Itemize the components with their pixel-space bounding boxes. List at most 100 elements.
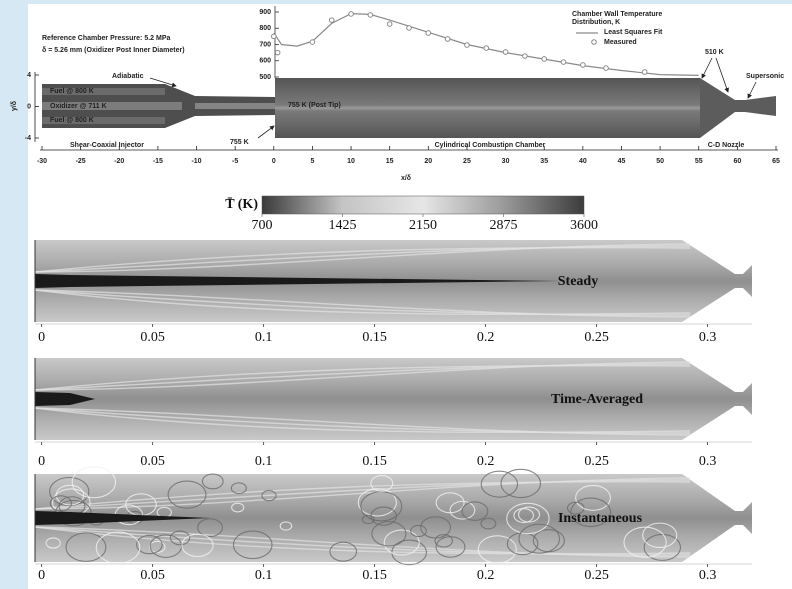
- x-tick-label: 0.2: [477, 454, 495, 469]
- x-tick-label: 0.3: [699, 330, 717, 345]
- x-tick-label: 0.1: [255, 568, 273, 583]
- shear-layer: [34, 289, 691, 316]
- vortex: [477, 535, 517, 564]
- x-tick-label: 0.15: [362, 454, 387, 469]
- vortex: [435, 492, 465, 514]
- x-tick-label: 20: [424, 158, 432, 165]
- measured-point: [522, 53, 528, 59]
- shear-layer: [34, 364, 691, 391]
- vortex: [575, 484, 611, 511]
- vortex: [642, 522, 678, 549]
- annotation: 755 K: [230, 139, 249, 146]
- x-tick-label: 0: [38, 330, 45, 345]
- measured-point: [502, 49, 509, 55]
- shear-layer: [34, 245, 691, 273]
- vortex: [230, 482, 247, 495]
- x-axis-label: x/δ: [401, 175, 411, 182]
- x-tick-label: 50: [656, 158, 664, 165]
- measured-point: [367, 12, 374, 18]
- x-tick-label: -30: [37, 158, 47, 165]
- shear-layer: [34, 407, 691, 436]
- panel-title: Steady: [558, 274, 598, 289]
- vortex: [434, 533, 454, 548]
- shear-layer: [34, 407, 691, 434]
- x-tick-label: 65: [772, 158, 780, 165]
- x-tick-label: 0.15: [362, 330, 387, 345]
- x-tick-label: 0.05: [140, 454, 165, 469]
- vortex: [95, 531, 141, 564]
- vortex: [370, 475, 394, 492]
- panel-title: Time-Averaged: [551, 392, 643, 407]
- measured-point: [328, 17, 335, 23]
- x-tick-label: 25: [463, 158, 471, 165]
- vortex: [518, 523, 561, 554]
- x-tick-label: 0.3: [699, 568, 717, 583]
- x-tick-label: -15: [153, 158, 163, 165]
- measured-point: [603, 65, 609, 71]
- measured-point: [406, 25, 412, 31]
- y-tick-label: 500: [259, 74, 271, 81]
- vortex: [169, 530, 191, 546]
- colorbar-tick-label: 1425: [329, 218, 357, 233]
- y-tick-label: 800: [259, 25, 271, 32]
- contour-panel: [34, 240, 752, 322]
- x-tick-label: 40: [579, 158, 587, 165]
- measured-point: [386, 21, 393, 27]
- header-text: Reference Chamber Pressure: 5.2 MPa: [42, 35, 170, 42]
- x-tick-label: 0.15: [362, 568, 387, 583]
- x-tick-label: 45: [618, 158, 626, 165]
- measured-point: [641, 69, 648, 75]
- vortex: [261, 490, 277, 502]
- measured-point: [274, 49, 281, 56]
- x-tick-label: -10: [191, 158, 201, 165]
- vortex: [167, 480, 207, 509]
- vortex: [49, 476, 90, 507]
- vortex: [500, 468, 542, 499]
- shear-layer: [34, 479, 691, 510]
- x-tick-label: 0.2: [477, 568, 495, 583]
- x-tick-label: -25: [76, 158, 86, 165]
- vortex: [361, 514, 375, 525]
- measured-point: [425, 30, 432, 36]
- oxidizer-jet: [35, 392, 95, 406]
- x-tick-label: 0.25: [584, 330, 609, 345]
- annotation: Shear-Coaxial Injector: [70, 142, 144, 149]
- legend-label: Least Squares Fit: [604, 29, 663, 36]
- legend-label: Measured: [604, 39, 637, 46]
- y-tick-label: 600: [259, 58, 271, 65]
- x-tick-label: 30: [502, 158, 510, 165]
- colorbar-tick-label: 3600: [570, 218, 598, 233]
- shear-layer: [34, 289, 691, 316]
- shear-layer: [34, 477, 691, 510]
- x-tick-label: 0.25: [584, 454, 609, 469]
- vortex: [181, 533, 214, 558]
- legend-title: Distribution, K: [572, 19, 620, 26]
- shear-layer: [34, 361, 691, 391]
- y-tick-label: 700: [259, 41, 271, 48]
- x-tick-label: 5: [310, 158, 314, 165]
- shear-layer: [34, 407, 691, 434]
- vortex: [410, 524, 427, 538]
- measured-point: [541, 56, 548, 62]
- measured-point: [580, 62, 586, 68]
- colorbar-tick-label: 700: [252, 218, 273, 233]
- x-tick-label: 0.05: [140, 330, 165, 345]
- annotation: Cylindrical Combustion Chamber: [435, 142, 546, 149]
- x-tick-label: 0.05: [140, 568, 165, 583]
- vortex: [136, 534, 163, 555]
- colorbar-label: T̄ (K): [225, 197, 258, 212]
- shear-layer: [34, 526, 691, 558]
- shear-layer: [34, 243, 691, 273]
- vortex: [570, 497, 612, 528]
- y-tick-label: 0: [27, 103, 31, 110]
- x-tick-label: 15: [386, 158, 394, 165]
- x-tick-label: 0.1: [255, 330, 273, 345]
- x-tick-label: -20: [114, 158, 124, 165]
- x-tick-label: 0.2: [477, 330, 495, 345]
- contour-panel: [34, 358, 752, 440]
- contour-panel: [34, 466, 752, 566]
- vortex: [357, 488, 397, 517]
- vortex: [329, 541, 358, 562]
- legend-title: Chamber Wall Temperature: [572, 11, 662, 18]
